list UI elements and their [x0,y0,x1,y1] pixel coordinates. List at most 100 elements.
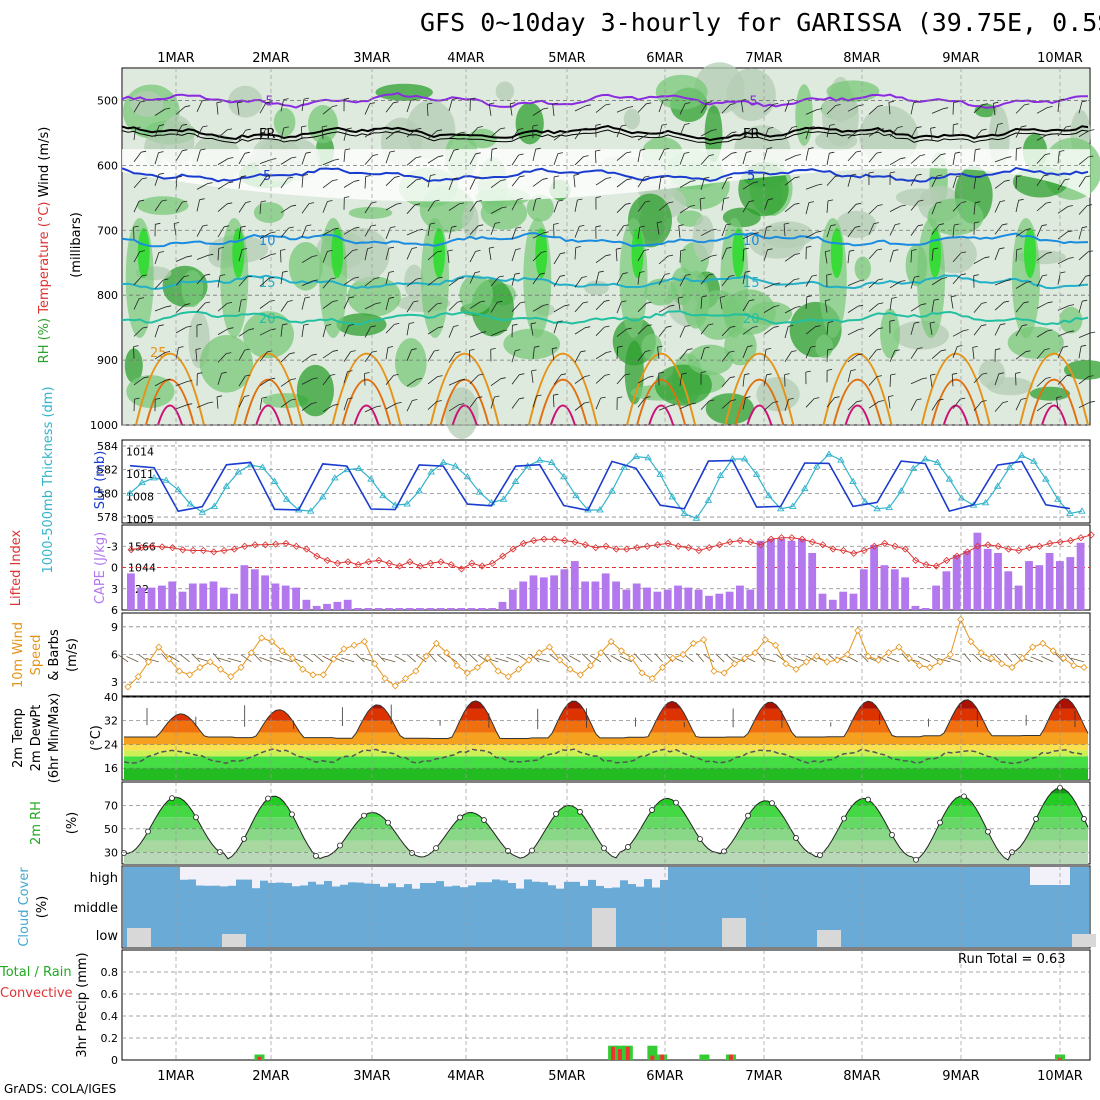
wind-barb [1078,376,1089,385]
wind-barb-flag [729,376,735,379]
wind-barb-flag [455,351,461,354]
cape-bar [901,577,909,610]
wind-barb-flag [1081,100,1088,103]
wind-barb-flag [981,400,987,402]
rh-area [815,334,833,359]
wind-barb [700,347,705,360]
run-total-label: Run Total = 0.63 [958,952,1066,967]
wind-barb [427,327,439,335]
wind-barb-flag [997,123,1003,125]
wind-barb [994,180,1005,189]
wind-barb [721,178,728,190]
cape-bar [519,581,528,610]
wind-barb-10m [561,653,571,663]
li-tick: 3 [111,583,118,596]
rh-dry-band [122,149,1090,202]
wind-barb-flag [187,403,193,406]
rh-moist-core [232,228,245,278]
wind-barb [196,183,208,190]
rh-band [124,787,1088,794]
wind-barb-flag [1067,205,1073,207]
rh-point [961,793,967,800]
wind-barb-flag [1046,402,1052,405]
wind-barb [196,254,209,260]
wind-barb [406,229,419,236]
wind-barb-flag [918,199,924,202]
cape-bar [199,583,208,610]
temp-ylabel-2: 2m DewPt [29,705,44,772]
cloud-gap-high [428,867,436,884]
wind-barb-flag [312,279,319,282]
wind-barb [637,227,641,239]
wind-barb [1078,227,1083,240]
wind-barb [763,326,774,335]
wind-speed-point [371,660,379,668]
wind-barb [385,203,397,211]
wind-barb-flag [581,276,587,278]
wind-barb-flag [515,248,521,250]
wind-barb [448,301,458,311]
wind-barb [322,350,334,359]
wind-barb-flag [835,104,841,106]
isotherm-25-dome [822,352,893,426]
wind-barb [259,175,268,187]
wind-barb-flag [535,147,541,150]
wind-barb-flag [623,224,629,227]
wind-barb [910,378,923,385]
li-point [932,562,940,570]
wind-barb-flag [1022,324,1028,327]
wind-barb [322,251,328,263]
wind-barb [826,176,836,186]
wind-barb-flag [437,276,443,279]
cape-bar [529,575,538,610]
rh-point [241,836,247,842]
wind-barb [175,326,187,334]
wind-barb-10m [589,655,602,663]
wind-barb [826,125,831,138]
wind-barb [784,177,795,186]
wind-barb [595,326,605,336]
wind-barb [196,100,203,112]
wind-barb-flag [164,351,171,353]
cape-bar [250,569,259,610]
wind-barb [532,178,543,187]
wind-speed-point [977,649,985,657]
wind-barb-flag [347,397,353,400]
wind-barb [574,226,580,238]
wind-barb [154,200,163,212]
wind-barb [364,202,372,214]
wind-barb-flag [616,247,622,250]
cape-bar [539,577,548,610]
cloud-gap-high [604,867,612,889]
wind-barb-flag [890,373,896,376]
wind-speed-point [730,660,739,668]
li-point [272,540,280,548]
rh-area [288,241,323,291]
wind-barb [973,373,983,384]
wind-barb [301,325,305,338]
wind-barb-flag [271,158,277,160]
wind-barb-flag [746,151,752,153]
wind-barb-10m [993,653,1003,663]
wind-barb-flag [595,196,601,198]
wind-barb [511,374,520,385]
li-point [829,545,837,553]
wind-barb-flag [806,295,812,298]
wind-barb [301,297,306,310]
cape-bar [725,591,734,610]
cape-bar [560,569,569,610]
wind-speed-point [484,654,492,662]
wind-barb-flag [372,154,378,156]
wind-barb-flag [1069,330,1075,333]
wind-barb [868,106,879,115]
isotherm-FR-double [121,129,1089,145]
slp-tick: 1008 [126,491,154,504]
wind-speed-point [679,650,687,659]
li-point [261,541,269,549]
wind-barb-flag [416,378,422,380]
wind-barb-flag [543,231,549,234]
isotherm-35-dome [648,404,675,426]
cape-bar [343,599,352,610]
cape-bar [570,561,579,610]
thickness-ylabel: 1000-500mb Thickness (dm) [41,386,56,573]
